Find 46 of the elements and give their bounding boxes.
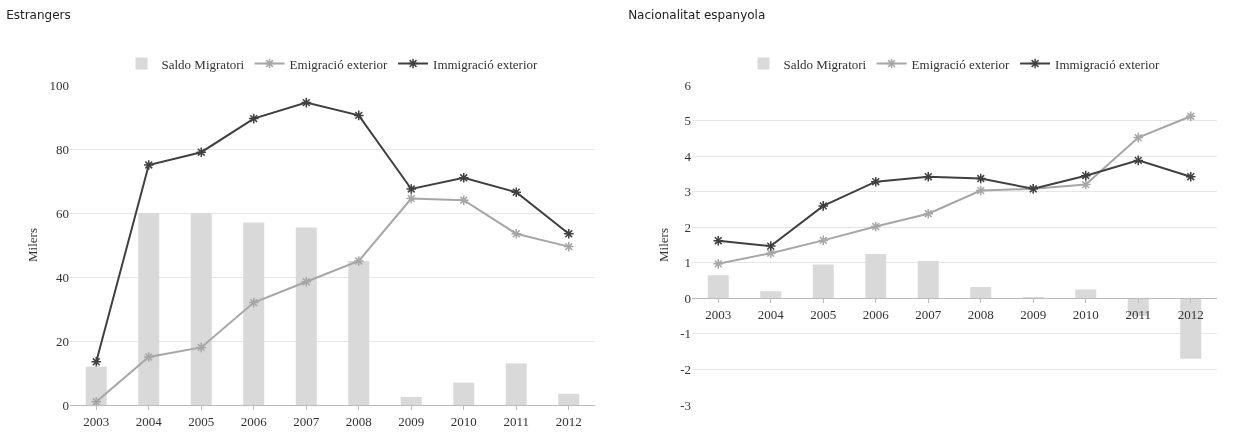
x-tick-label: 2012 — [555, 413, 582, 429]
y-axis-title: Milers — [656, 228, 672, 262]
legend-label: Saldo Migratori — [783, 56, 867, 72]
y-tick-label: 0 — [62, 397, 69, 413]
x-tick-label: 2007 — [293, 413, 320, 429]
legend-label: Immigració exterior — [433, 56, 539, 72]
y-tick-label: 40 — [56, 269, 69, 285]
x-tick-label: 2007 — [915, 306, 942, 322]
x-tick-label: 2009 — [398, 413, 425, 429]
y-tick-label: 2 — [684, 219, 691, 235]
y-tick-label: 6 — [684, 77, 692, 93]
y-tick-label: 4 — [684, 148, 692, 164]
y-tick-label: -1 — [680, 326, 691, 342]
y-tick-label: 5 — [684, 113, 691, 129]
y-tick-label: 3 — [684, 184, 691, 200]
x-tick-label: 2006 — [240, 413, 268, 429]
y-tick-label: 60 — [56, 205, 69, 221]
x-tick-label: 2009 — [1020, 306, 1047, 322]
x-tick-label: 2005 — [188, 413, 215, 429]
y-tick-label: 80 — [56, 141, 69, 157]
x-tick-label: 2011 — [503, 413, 530, 429]
legend-label: Emigració exterior — [289, 56, 389, 72]
legend-label: Immigració exterior — [1055, 56, 1161, 72]
x-tick-label: 2005 — [810, 306, 837, 322]
chart-title: Estrangers — [6, 8, 71, 23]
y-tick-label: -2 — [680, 361, 691, 377]
legend-label: Emigració exterior — [911, 56, 1011, 72]
x-tick-label: 2004 — [757, 306, 785, 322]
x-tick-label: 2004 — [135, 413, 163, 429]
y-tick-label: 20 — [56, 333, 69, 349]
x-tick-label: 2011 — [1125, 306, 1152, 322]
y-tick-label: 100 — [49, 77, 69, 93]
y-tick-label: -3 — [680, 397, 691, 413]
y-tick-label: 1 — [684, 255, 691, 271]
x-tick-label: 2008 — [967, 306, 994, 322]
y-axis-title: Milers — [25, 228, 41, 262]
x-tick-label: 2010 — [450, 413, 477, 429]
x-tick-label: 2008 — [345, 413, 372, 429]
x-tick-label: 2012 — [1177, 306, 1204, 322]
x-tick-label: 2006 — [862, 306, 890, 322]
y-tick-label: 0 — [684, 290, 691, 306]
chart-title: Nacionalitat espanyola — [628, 8, 766, 23]
x-tick-label: 2003 — [83, 413, 110, 429]
legend-label: Saldo Migratori — [161, 56, 245, 72]
x-tick-label: 2010 — [1072, 306, 1099, 322]
x-tick-label: 2003 — [705, 306, 732, 322]
